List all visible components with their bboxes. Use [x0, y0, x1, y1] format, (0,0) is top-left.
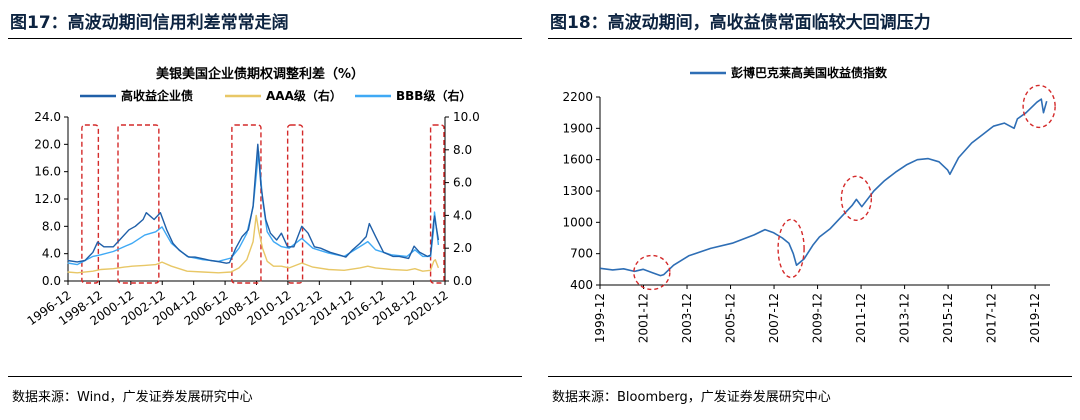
highlight-box-5	[429, 124, 445, 284]
rc-xtick-label-8: 2015-12	[941, 293, 955, 343]
rc-xtick-label-3: 2005-12	[724, 293, 738, 343]
highlight-ellipse-2	[777, 218, 805, 279]
left-ytick-label-3: 12.0	[34, 192, 61, 206]
index-series-line	[599, 98, 1048, 277]
left-ytick-label-4: 16.0	[34, 165, 61, 179]
rc-xtick-label-1: 2001-12	[637, 293, 651, 343]
legend-label-3: BBB级（右）	[396, 88, 471, 103]
rc-xtick-label-6: 2011-12	[854, 293, 868, 343]
rc-ytick-label-5: 1900	[562, 121, 593, 135]
left-source-note: 数据来源：Wind，广发证券发展研究中心	[12, 390, 253, 405]
rc-ytick-label-3: 1300	[562, 184, 593, 198]
series-line-2	[67, 214, 440, 274]
right-ytick-label-1: 2.0	[453, 241, 472, 255]
legend-label-1: 高收益企业债	[121, 88, 193, 103]
right-source-note: 数据来源：Bloomberg，广发证券发展研究中心	[552, 390, 831, 405]
left-ytick-label-1: 4.0	[42, 247, 61, 261]
right-ytick-label-0: 0.0	[453, 274, 472, 288]
highlight-box-2	[117, 124, 160, 284]
right-figure-panel: 图18：高波动期间，高收益债常面临较大回调压力 彭博巴克莱高美国收益债指数 400…	[540, 0, 1080, 420]
right-bottom-rule	[548, 376, 1072, 377]
highlight-ellipse-4	[1022, 84, 1056, 129]
right-ytick-label-3: 6.0	[453, 176, 472, 190]
rc-ytick-label-6: 2200	[562, 90, 593, 104]
left-figure-title: 图17：高波动期间信用利差常常走阔	[10, 13, 289, 33]
highlight-ellipse-3	[840, 175, 873, 222]
left-ytick-label-6: 24.0	[34, 110, 61, 124]
right-legend-label: 彭博巴克莱高美国收益债指数	[731, 65, 888, 80]
rc-xtick-label-5: 2009-12	[811, 293, 825, 343]
rc-ytick-label-2: 1000	[562, 215, 593, 229]
rc-xtick-label-2: 2003-12	[680, 293, 694, 343]
left-top-rule	[8, 38, 522, 39]
right-top-rule	[548, 38, 1072, 39]
right-ytick-label-2: 4.0	[453, 208, 472, 222]
left-ytick-label-5: 20.0	[34, 137, 61, 151]
right-figure-title: 图18：高波动期间，高收益债常面临较大回调压力	[550, 13, 931, 33]
rc-xtick-label-0: 1999-12	[593, 293, 607, 343]
rc-xtick-label-7: 2013-12	[898, 293, 912, 343]
series-line-1	[67, 143, 440, 264]
left-bottom-rule	[8, 376, 522, 377]
highlight-box-3	[231, 124, 262, 284]
rc-ytick-label-4: 1600	[562, 153, 593, 167]
legend-label-2: AAA级（右）	[266, 88, 342, 103]
right-ytick-label-5: 10.0	[453, 110, 480, 124]
highlight-box-4	[286, 124, 304, 284]
rc-ytick-label-1: 700	[570, 247, 593, 261]
left-spread-chart: 美银美国企业债期权调整利差（%） 高收益企业债 AAA级（右） BBB级（右） 0.0 4…	[25, 66, 480, 328]
rc-xtick-label-4: 2007-12	[767, 293, 781, 343]
right-ytick-label-4: 8.0	[453, 143, 472, 157]
right-index-chart: 彭博巴克莱高美国收益债指数 400 700 1000 1300 1600 1900 2200 1…	[562, 65, 1056, 343]
left-ytick-label-0: 0.0	[42, 274, 61, 288]
highlight-ellipse-1	[633, 254, 671, 291]
rc-ytick-label-0: 400	[570, 278, 593, 292]
highlight-box-1	[81, 124, 100, 284]
rc-xtick-label-10: 2019-12	[1028, 293, 1042, 343]
left-chart-title: 美银美国企业债期权调整利差（%）	[156, 66, 364, 82]
left-ytick-label-2: 8.0	[42, 219, 61, 233]
rc-xtick-label-9: 2017-12	[985, 293, 999, 343]
left-figure-panel: 图17：高波动期间信用利差常常走阔 美银美国企业债期权调整利差（%） 高收益企业债…	[0, 0, 530, 420]
